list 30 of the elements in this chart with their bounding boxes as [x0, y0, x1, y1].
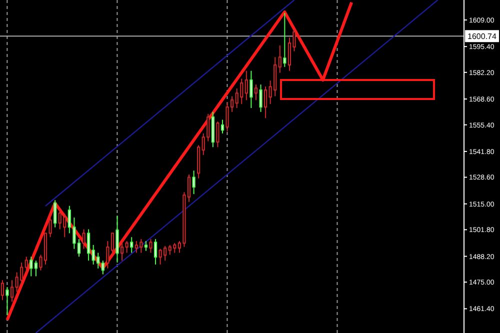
candlestick — [192, 170, 196, 195]
candlestick — [110, 232, 114, 256]
candlestick — [120, 240, 124, 262]
candlestick — [259, 84, 262, 112]
line-series — [6, 0, 354, 322]
candlestick — [54, 200, 57, 228]
candlestick — [254, 84, 258, 101]
candlestick — [125, 240, 128, 254]
ref-line-label: 1600.74 — [468, 32, 498, 42]
candlestick — [278, 44, 282, 74]
candlestick — [101, 260, 104, 275]
candlestick — [250, 70, 253, 108]
candlestick — [30, 256, 33, 277]
candlestick — [154, 238, 158, 266]
candlestick — [216, 121, 220, 148]
candlestick — [220, 119, 224, 134]
candlestick — [144, 240, 148, 252]
candlestick — [6, 286, 9, 316]
candlestick — [130, 236, 134, 254]
candlestick — [10, 280, 14, 302]
candlestick — [264, 86, 268, 119]
candlestick — [34, 260, 38, 277]
candlestick — [116, 215, 119, 264]
candlestick — [87, 228, 90, 262]
candlestick — [106, 240, 110, 269]
candlestick — [149, 238, 152, 254]
candlestick — [82, 228, 86, 250]
candlestick — [283, 12, 286, 68]
candlestick — [244, 70, 248, 101]
candlestick — [24, 256, 28, 273]
